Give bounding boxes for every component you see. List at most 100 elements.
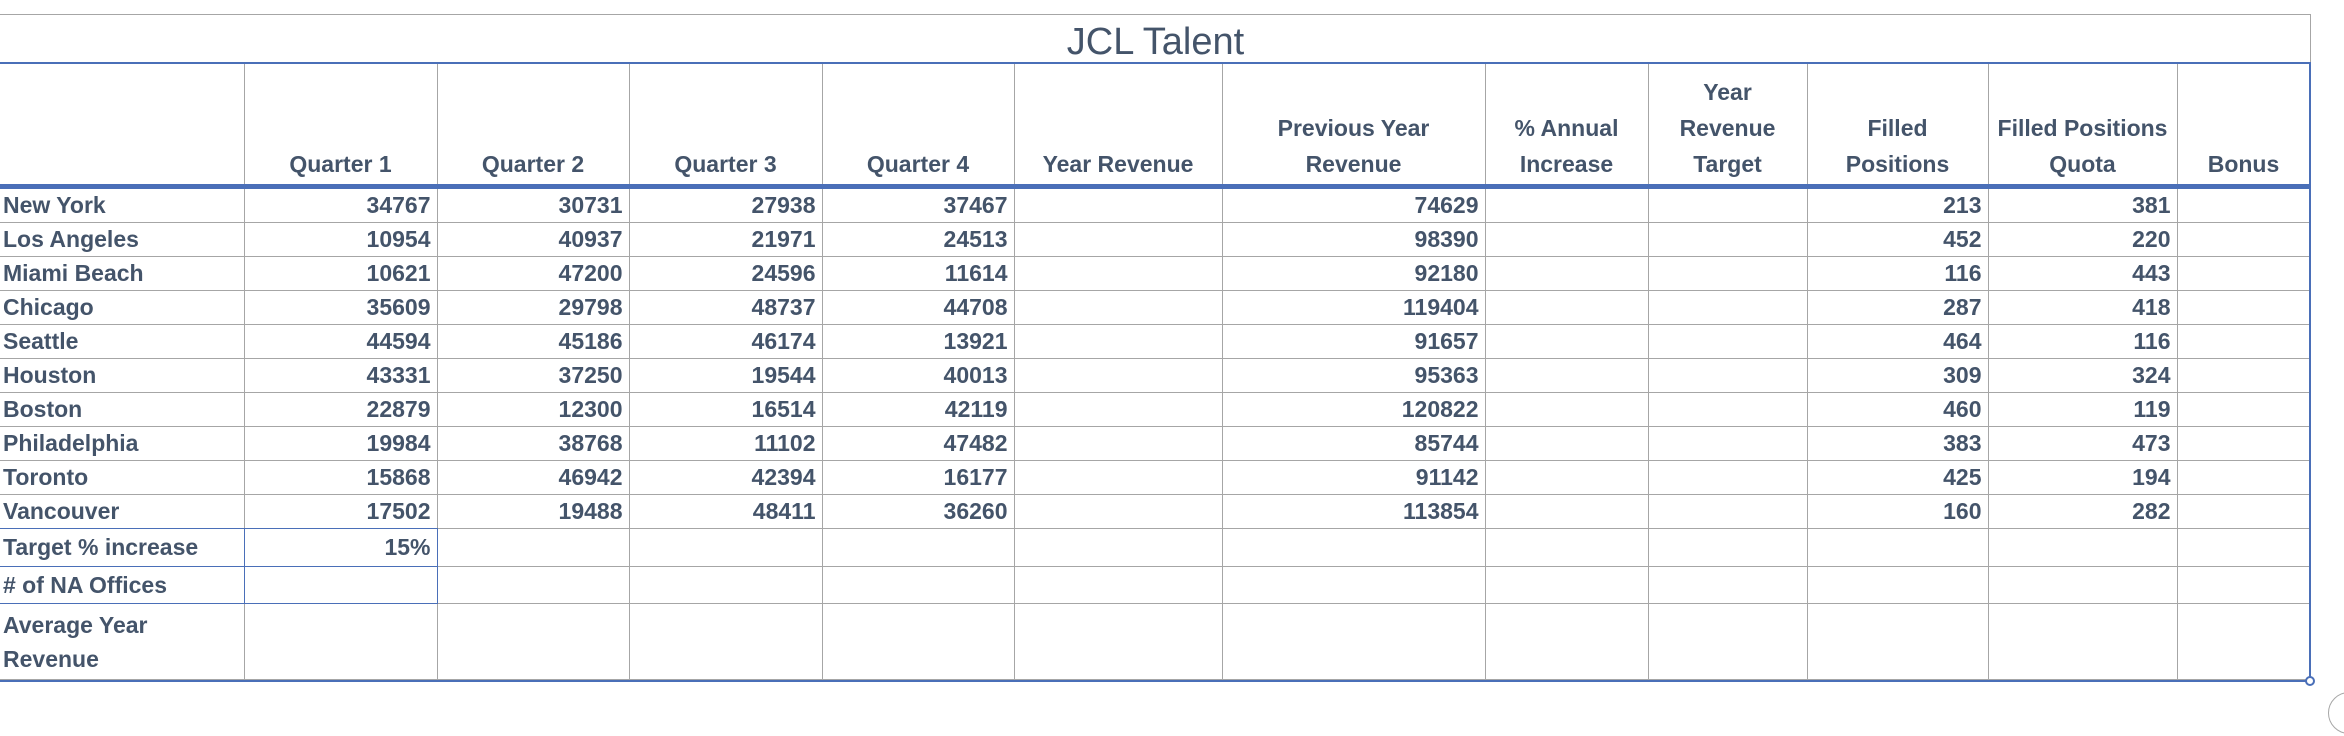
bonus-cell[interactable]	[2176, 324, 2311, 359]
table-cell[interactable]	[1647, 528, 1808, 567]
table-cell[interactable]	[436, 603, 630, 680]
quarter-2-cell[interactable]: 12300	[436, 392, 630, 427]
city-cell[interactable]: Houston	[0, 358, 245, 393]
annual-increase-cell[interactable]	[1484, 222, 1649, 257]
quarter-1-cell[interactable]: 34767	[243, 186, 438, 223]
city-cell[interactable]: Chicago	[0, 290, 245, 325]
year-revenue-target-cell[interactable]	[1647, 494, 1808, 529]
quarter-2-cell[interactable]: 37250	[436, 358, 630, 393]
filled-positions-quota-cell[interactable]: 473	[1987, 426, 2178, 461]
header-cell-bonus[interactable]: Bonus	[2176, 62, 2311, 189]
previous-year-revenue-cell[interactable]: 91142	[1221, 460, 1486, 495]
resize-handle[interactable]	[2305, 676, 2315, 686]
na-offices-label[interactable]: # of NA Offices	[0, 566, 245, 604]
previous-year-revenue-cell[interactable]: 120822	[1221, 392, 1486, 427]
quarter-2-cell[interactable]: 46942	[436, 460, 630, 495]
table-cell[interactable]	[436, 528, 630, 567]
table-cell[interactable]	[1221, 566, 1486, 604]
year-revenue-target-cell[interactable]	[1647, 222, 1808, 257]
quarter-3-cell[interactable]: 24596	[628, 256, 823, 291]
annual-increase-cell[interactable]	[1484, 358, 1649, 393]
table-cell[interactable]	[1806, 603, 1989, 680]
table-cell[interactable]	[628, 528, 823, 567]
bonus-cell[interactable]	[2176, 392, 2311, 427]
layout-options-button[interactable]	[2328, 692, 2344, 734]
quarter-2-cell[interactable]: 29798	[436, 290, 630, 325]
quarter-2-cell[interactable]: 19488	[436, 494, 630, 529]
quarter-1-cell[interactable]: 15868	[243, 460, 438, 495]
annual-increase-cell[interactable]	[1484, 186, 1649, 223]
quarter-1-cell[interactable]: 10621	[243, 256, 438, 291]
quarter-1-cell[interactable]: 43331	[243, 358, 438, 393]
city-cell[interactable]: Vancouver	[0, 494, 245, 529]
quarter-3-cell[interactable]: 19544	[628, 358, 823, 393]
previous-year-revenue-cell[interactable]: 113854	[1221, 494, 1486, 529]
filled-positions-quota-cell[interactable]: 220	[1987, 222, 2178, 257]
filled-positions-cell[interactable]: 309	[1806, 358, 1989, 393]
quarter-4-cell[interactable]: 42119	[821, 392, 1015, 427]
quarter-4-cell[interactable]: 24513	[821, 222, 1015, 257]
year-revenue-cell[interactable]	[1013, 392, 1223, 427]
quarter-3-cell[interactable]: 27938	[628, 186, 823, 223]
table-cell[interactable]	[2176, 528, 2311, 567]
quarter-4-cell[interactable]: 11614	[821, 256, 1015, 291]
table-cell[interactable]	[821, 566, 1015, 604]
filled-positions-quota-cell[interactable]: 116	[1987, 324, 2178, 359]
table-cell[interactable]	[1013, 566, 1223, 604]
year-revenue-target-cell[interactable]	[1647, 324, 1808, 359]
year-revenue-cell[interactable]	[1013, 256, 1223, 291]
table-cell[interactable]	[1806, 528, 1989, 567]
city-cell[interactable]: Toronto	[0, 460, 245, 495]
annual-increase-cell[interactable]	[1484, 256, 1649, 291]
bonus-cell[interactable]	[2176, 358, 2311, 393]
city-cell[interactable]: Boston	[0, 392, 245, 427]
quarter-4-cell[interactable]: 40013	[821, 358, 1015, 393]
average-year-revenue-value[interactable]	[243, 603, 438, 680]
bonus-cell[interactable]	[2176, 460, 2311, 495]
year-revenue-cell[interactable]	[1013, 358, 1223, 393]
table-cell[interactable]	[821, 528, 1015, 567]
year-revenue-target-cell[interactable]	[1647, 460, 1808, 495]
header-cell-previous-year-revenue[interactable]: Previous Year Revenue	[1221, 62, 1486, 189]
city-cell[interactable]: Miami Beach	[0, 256, 245, 291]
bonus-cell[interactable]	[2176, 256, 2311, 291]
quarter-3-cell[interactable]: 48411	[628, 494, 823, 529]
quarter-4-cell[interactable]: 13921	[821, 324, 1015, 359]
quarter-2-cell[interactable]: 45186	[436, 324, 630, 359]
year-revenue-cell[interactable]	[1013, 494, 1223, 529]
quarter-3-cell[interactable]: 46174	[628, 324, 823, 359]
annual-increase-cell[interactable]	[1484, 494, 1649, 529]
year-revenue-cell[interactable]	[1013, 222, 1223, 257]
table-cell[interactable]	[1221, 603, 1486, 680]
quarter-4-cell[interactable]: 36260	[821, 494, 1015, 529]
header-cell-year-revenue[interactable]: Year Revenue	[1013, 62, 1223, 189]
quarter-3-cell[interactable]: 21971	[628, 222, 823, 257]
quarter-1-cell[interactable]: 19984	[243, 426, 438, 461]
filled-positions-cell[interactable]: 160	[1806, 494, 1989, 529]
header-cell-filled-positions[interactable]: Filled Positions	[1806, 62, 1989, 189]
table-cell[interactable]	[1484, 603, 1649, 680]
year-revenue-target-cell[interactable]	[1647, 426, 1808, 461]
quarter-3-cell[interactable]: 11102	[628, 426, 823, 461]
table-cell[interactable]	[1987, 603, 2178, 680]
header-cell-quarter-3[interactable]: Quarter 3	[628, 62, 823, 189]
quarter-4-cell[interactable]: 44708	[821, 290, 1015, 325]
year-revenue-cell[interactable]	[1013, 460, 1223, 495]
header-cell-quarter-4[interactable]: Quarter 4	[821, 62, 1015, 189]
header-cell-annual-increase[interactable]: % Annual Increase	[1484, 62, 1649, 189]
quarter-1-cell[interactable]: 22879	[243, 392, 438, 427]
header-cell-year-revenue-target[interactable]: Year Revenue Target	[1647, 62, 1808, 189]
header-cell-city[interactable]	[0, 62, 245, 189]
target-increase-value[interactable]: 15%	[243, 528, 438, 567]
city-cell[interactable]: New York	[0, 186, 245, 223]
previous-year-revenue-cell[interactable]: 74629	[1221, 186, 1486, 223]
quarter-3-cell[interactable]: 16514	[628, 392, 823, 427]
quarter-4-cell[interactable]: 16177	[821, 460, 1015, 495]
filled-positions-cell[interactable]: 460	[1806, 392, 1989, 427]
year-revenue-target-cell[interactable]	[1647, 392, 1808, 427]
table-cell[interactable]	[1647, 566, 1808, 604]
table-cell[interactable]	[1987, 528, 2178, 567]
quarter-3-cell[interactable]: 42394	[628, 460, 823, 495]
quarter-2-cell[interactable]: 40937	[436, 222, 630, 257]
city-cell[interactable]: Seattle	[0, 324, 245, 359]
